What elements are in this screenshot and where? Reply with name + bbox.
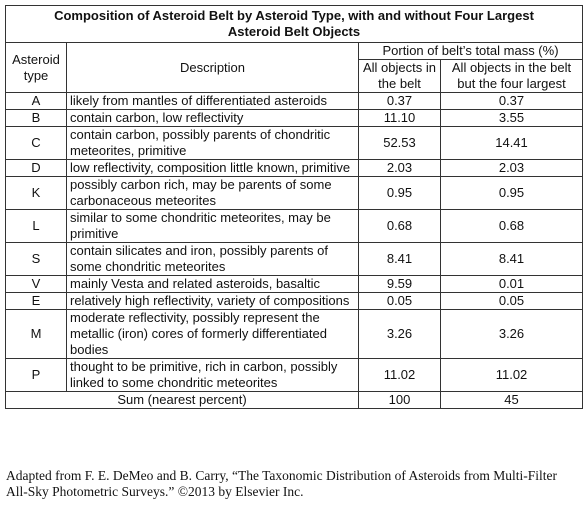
table-cell: contain carbon, low reflectivity (66, 109, 359, 127)
table-cell: 11.02 (358, 358, 441, 392)
header-cell: All objects in the belt (358, 59, 441, 93)
table-cell: 0.37 (358, 92, 441, 110)
table-cell: D (5, 159, 67, 177)
table-cell: 0.68 (358, 209, 441, 243)
caption: Adapted from F. E. DeMeo and B. Carry, “… (6, 468, 558, 499)
title-row: Composition of Asteroid Belt by Asteroid… (4, 5, 584, 43)
header-cell: Portion of belt’s total mass (%) (357, 42, 584, 60)
sum-row: Sum (nearest percent) 100 45 (5, 391, 584, 409)
table-cell: likely from mantles of differentiated as… (66, 92, 359, 110)
header-cell: Description (66, 42, 359, 93)
table-cell: L (5, 209, 67, 243)
table-cell: 3.55 (439, 109, 584, 127)
table-cell: 11.10 (358, 109, 441, 127)
table-cell: mainly Vesta and related asteroids, basa… (66, 275, 359, 293)
table-cell: C (5, 126, 67, 160)
table-cell: 0.37 (439, 92, 584, 110)
table-cell: 14.41 (439, 126, 584, 160)
table-cell: 0.01 (439, 275, 584, 293)
header-cell: Asteroid type (5, 42, 67, 93)
table-cell: 0.95 (358, 176, 441, 210)
table-cell: similar to some chondritic meteorites, m… (66, 209, 359, 243)
table-cell: S (5, 242, 67, 276)
table-cell: M (5, 309, 67, 359)
header-cell: All objects in the belt but the four lar… (439, 59, 584, 93)
table: Composition of Asteroid Belt by Asteroid… (4, 5, 584, 409)
table-cell: 100 (358, 391, 441, 409)
table-cell: 2.03 (439, 159, 584, 177)
table-cell: 0.68 (439, 209, 584, 243)
table-cell: low reflectivity, composition little kno… (66, 159, 359, 177)
header-row: Asteroid type Description Portion of bel… (5, 42, 584, 93)
table-cell: 8.41 (439, 242, 584, 276)
table-cell: 0.05 (358, 292, 441, 310)
table-cell: E (5, 292, 67, 310)
table-cell: 3.26 (358, 309, 441, 359)
table-cell: contain carbon, possibly parents of chon… (66, 126, 359, 160)
table-cell: P (5, 358, 67, 392)
table-cell: 3.26 (439, 309, 584, 359)
table-cell: 11.02 (439, 358, 584, 392)
table-cell: moderate reflectivity, possibly represen… (66, 309, 359, 359)
table-cell: 8.41 (358, 242, 441, 276)
table-cell: contain silicates and iron, possibly par… (66, 242, 359, 276)
table-cell: A (5, 92, 67, 110)
table-cell: 9.59 (358, 275, 441, 293)
table-cell: 52.53 (358, 126, 441, 160)
table-cell: Sum (nearest percent) (5, 391, 359, 409)
table-cell: 45 (439, 391, 584, 409)
table-cell: possibly carbon rich, may be parents of … (66, 176, 359, 210)
table-cell: 0.05 (439, 292, 584, 310)
table-cell: relatively high reflectivity, variety of… (66, 292, 359, 310)
table-cell: K (5, 176, 67, 210)
table-title: Composition of Asteroid Belt by Asteroid… (4, 5, 584, 43)
table-cell: 2.03 (358, 159, 441, 177)
table-cell: 0.95 (439, 176, 584, 210)
header-row: All objects in the belt All objects in t… (6, 59, 584, 93)
table-cell: B (5, 109, 67, 127)
table-cell: thought to be primitive, rich in carbon,… (66, 358, 359, 392)
table-cell: V (5, 275, 67, 293)
